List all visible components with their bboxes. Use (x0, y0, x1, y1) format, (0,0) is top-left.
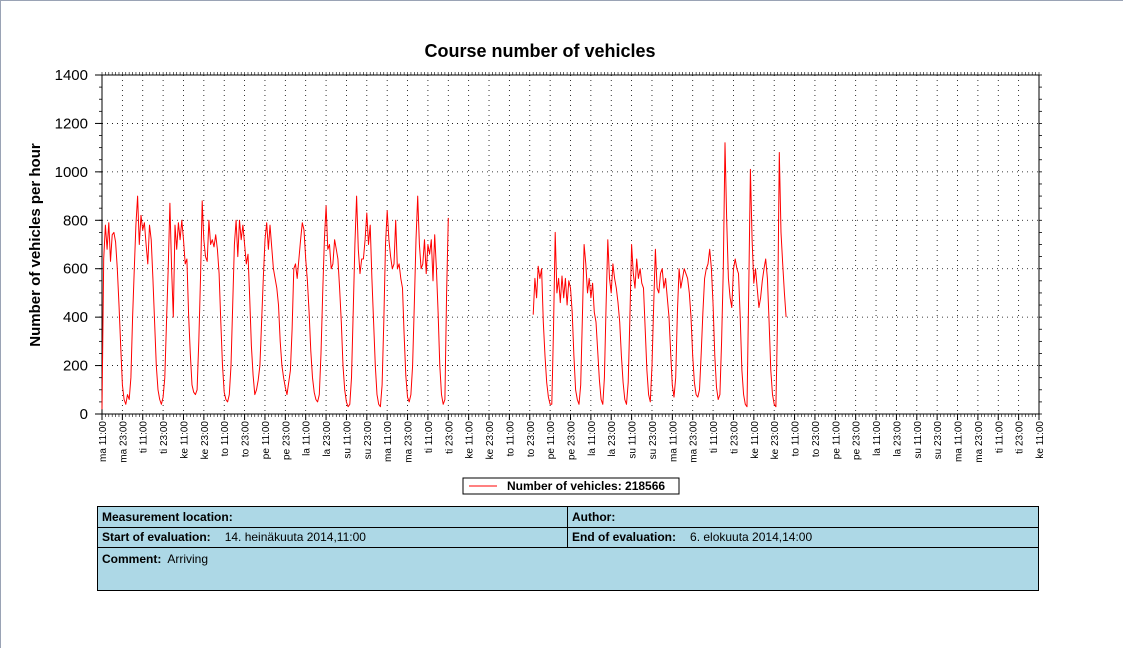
x-tick-label: ke 23:00 (200, 421, 211, 460)
x-tick-label: la 23:00 (892, 421, 903, 457)
x-tick-label: pe 23:00 (281, 421, 292, 460)
x-tick-label: ma 11:00 (383, 421, 394, 462)
x-tick-label: ma 11:00 (98, 421, 109, 462)
y-tick-label: 1400 (55, 67, 88, 84)
x-tick-label: su 11:00 (628, 421, 639, 459)
y-tick-label: 800 (63, 212, 88, 229)
x-tick-label: ti 23:00 (729, 421, 740, 454)
x-tick-label: to 23:00 (811, 421, 822, 458)
comment-label: Comment: (102, 552, 162, 566)
series-line-number-of-vehicles (532, 142, 787, 408)
x-tick-label: ke 11:00 (179, 421, 190, 459)
info-row-evaluation-period: Start of evaluation: 14. heinäkuuta 2014,… (98, 527, 1038, 548)
author-cell: Author: (568, 507, 1038, 527)
x-tick-label: su 23:00 (363, 421, 374, 460)
x-tick-label: ke 11:00 (750, 421, 761, 459)
start-of-evaluation-label: Start of evaluation: (102, 530, 211, 544)
x-tick-label: to 23:00 (526, 421, 537, 458)
y-tick-label: 1000 (55, 164, 88, 181)
y-tick-label: 1200 (55, 115, 88, 132)
x-tick-label: pe 11:00 (831, 421, 842, 460)
x-tick-label: ti 11:00 (709, 421, 720, 453)
x-tick-label: ke 23:00 (770, 421, 781, 460)
y-tick-label: 400 (63, 309, 88, 326)
end-of-evaluation-cell: End of evaluation: 6. elokuuta 2014,14:00 (568, 527, 1038, 547)
x-tick-label: ke 11:00 (465, 421, 476, 459)
y-tick-label: 0 (80, 406, 88, 423)
x-tick-label: to 23:00 (241, 421, 252, 458)
series-line-number-of-vehicles (101, 195, 449, 410)
x-tick-label: to 11:00 (505, 421, 516, 457)
x-tick-label: la 11:00 (587, 421, 598, 456)
end-of-evaluation-value: 6. elokuuta 2014,14:00 (690, 530, 813, 544)
x-tick-label: to 11:00 (791, 421, 802, 457)
x-tick-label: to 11:00 (220, 421, 231, 457)
x-tick-label: ti 11:00 (424, 421, 435, 453)
x-tick-label: ti 23:00 (1015, 421, 1026, 454)
start-of-evaluation-cell: Start of evaluation: 14. heinäkuuta 2014,… (98, 527, 568, 547)
y-axis-label: Number of vehicles per hour (27, 143, 44, 347)
x-tick-label: su 23:00 (648, 421, 659, 460)
series-group (101, 142, 787, 410)
start-of-evaluation-value: 14. heinäkuuta 2014,11:00 (224, 530, 366, 544)
comment-value: Arriving (167, 552, 209, 566)
x-tick-label: pe 23:00 (567, 421, 578, 460)
x-tick-label: ke 11:00 (1035, 421, 1046, 459)
legend-box (462, 477, 680, 495)
evaluation-info-table: Measurement location: Author: Start of e… (97, 506, 1039, 591)
info-row-location-author: Measurement location: Author: (98, 507, 1038, 528)
x-tick-label: la 23:00 (322, 421, 333, 457)
y-tick-label: 200 (63, 358, 88, 375)
x-tick-label: la 11:00 (302, 421, 313, 456)
x-tick-label: ke 23:00 (485, 421, 496, 460)
x-tick-labels: ma 11:00 ma 23:00 ti 11:00 ti 23:00 ke 11:00… (98, 421, 1046, 463)
y-tick-labels: 0 200 400 600 800 1000 1200 1400 (55, 67, 88, 423)
measurement-location-label: Measurement location: (102, 510, 233, 524)
x-tick-label: ma 11:00 (668, 421, 679, 462)
x-tick-label: la 23:00 (607, 421, 618, 457)
x-tick-label: ti 23:00 (159, 421, 170, 454)
chart-title: Course number of vehicles (424, 41, 655, 61)
x-tick-label: pe 11:00 (546, 421, 557, 460)
x-tick-label: pe 23:00 (852, 421, 863, 460)
end-of-evaluation-label: End of evaluation: (572, 530, 677, 544)
x-tick-label: ma 23:00 (689, 421, 700, 463)
plot-frame (101, 74, 1040, 415)
axes (95, 72, 1042, 420)
x-tick-label: ti 11:00 (139, 421, 150, 453)
x-tick-label: pe 11:00 (261, 421, 272, 460)
x-tick-label: ma 23:00 (974, 421, 985, 463)
grid-lines (102, 75, 1039, 414)
x-tick-label: ma 11:00 (954, 421, 965, 462)
author-label: Author: (572, 510, 616, 524)
comment-row: Comment: Arriving (102, 551, 208, 567)
x-tick-label: ma 23:00 (118, 421, 129, 463)
measurement-location-cell: Measurement location: (98, 507, 568, 527)
x-tick-label: ti 11:00 (994, 421, 1005, 453)
x-tick-label: su 11:00 (342, 421, 353, 459)
legend-label: Number of vehicles: 218566 (507, 479, 665, 493)
legend: Number of vehicles: 218566 (462, 477, 680, 495)
x-tick-label: su 23:00 (933, 421, 944, 460)
x-tick-label: ma 23:00 (404, 421, 415, 463)
x-tick-label: su 11:00 (913, 421, 924, 459)
x-tick-label: la 11:00 (872, 421, 883, 456)
x-tick-label: ti 23:00 (444, 421, 455, 454)
y-tick-label: 600 (63, 261, 88, 278)
